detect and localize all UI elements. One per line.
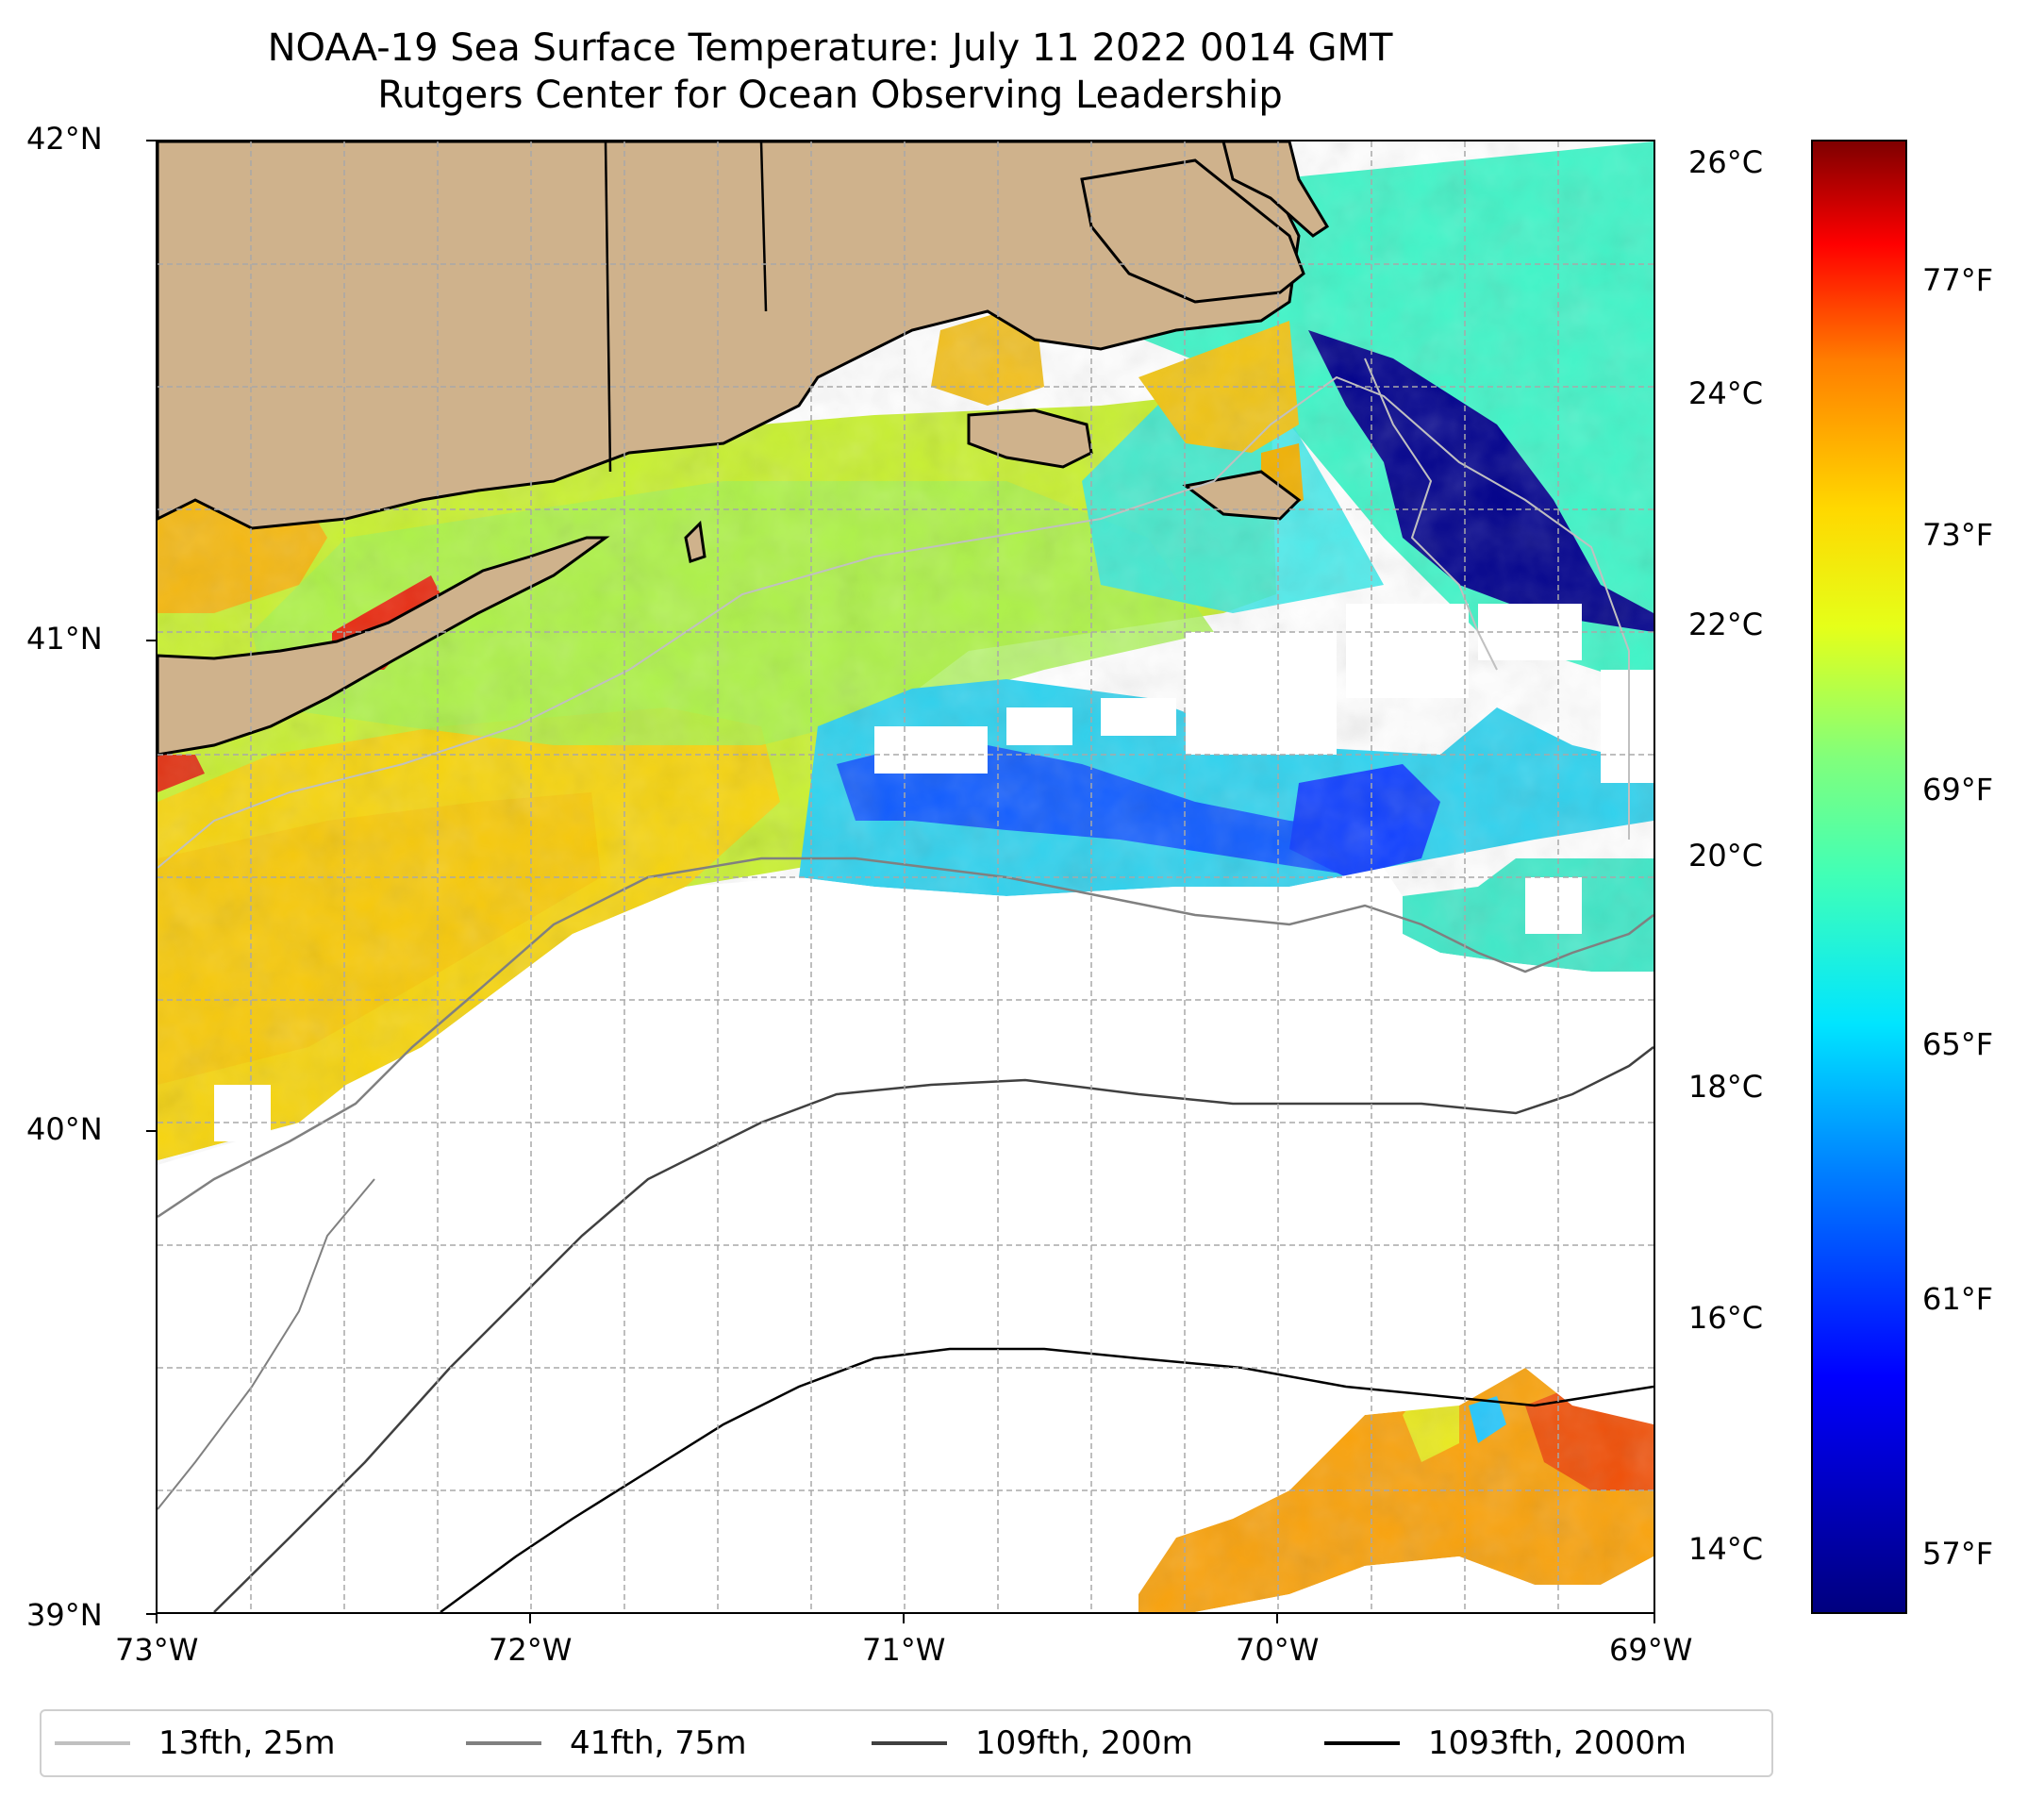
fahrenheit-tick: 73°F bbox=[1922, 517, 1994, 553]
legend-label: 109fth, 200m bbox=[975, 1724, 1193, 1762]
celsius-tick: 14°C bbox=[1688, 1531, 1764, 1567]
fahrenheit-tick: 77°F bbox=[1922, 262, 1994, 298]
isobath-2000m bbox=[440, 1347, 1653, 1612]
lon-tickmark bbox=[1653, 1614, 1655, 1623]
map-canvas bbox=[158, 141, 1653, 1612]
legend-item-200m: 109fth, 200m bbox=[872, 1711, 1193, 1775]
legend-label: 1093fth, 2000m bbox=[1428, 1724, 1687, 1762]
isobath-legend: 13fth, 25m 41fth, 75m 109fth, 200m 1093f… bbox=[40, 1709, 1773, 1777]
celsius-tick: 18°C bbox=[1688, 1069, 1764, 1105]
lat-tickmark bbox=[146, 1130, 156, 1132]
lon-tickmark bbox=[529, 1614, 531, 1623]
legend-swatch bbox=[466, 1741, 541, 1745]
lon-tick-71: 71°W bbox=[862, 1632, 946, 1668]
celsius-tick: 20°C bbox=[1688, 838, 1764, 874]
isobath-75m-west bbox=[158, 1178, 375, 1510]
lon-tick-72: 72°W bbox=[489, 1632, 573, 1668]
fahrenheit-tick: 65°F bbox=[1922, 1026, 1994, 1062]
isobath-75m bbox=[158, 857, 1653, 1219]
chart-title: NOAA-19 Sea Surface Temperature: July 11… bbox=[0, 25, 1660, 119]
lon-tickmark bbox=[903, 1614, 905, 1623]
lat-tickmark bbox=[146, 640, 156, 641]
fahrenheit-tick: 69°F bbox=[1922, 772, 1994, 807]
sst-map bbox=[156, 140, 1655, 1614]
legend-item-2000m: 1093fth, 2000m bbox=[1324, 1711, 1687, 1775]
legend-item-25m: 13fth, 25m bbox=[55, 1711, 336, 1775]
legend-label: 13fth, 25m bbox=[158, 1724, 336, 1762]
legend-swatch bbox=[55, 1741, 130, 1745]
legend-label: 41fth, 75m bbox=[570, 1724, 747, 1762]
lat-tick-41: 41°N bbox=[26, 621, 103, 657]
title-line-1: NOAA-19 Sea Surface Temperature: July 11… bbox=[267, 26, 1393, 70]
lat-tick-39: 39°N bbox=[26, 1597, 103, 1633]
title-line-2: Rutgers Center for Ocean Observing Leade… bbox=[377, 74, 1283, 117]
lon-tick-70: 70°W bbox=[1236, 1632, 1320, 1668]
lat-tickmark bbox=[146, 140, 156, 141]
celsius-tick: 26°C bbox=[1688, 144, 1764, 180]
lat-tick-40: 40°N bbox=[26, 1111, 103, 1147]
legend-swatch bbox=[1324, 1741, 1400, 1745]
legend-swatch bbox=[872, 1741, 947, 1745]
celsius-tick: 24°C bbox=[1688, 375, 1764, 411]
temperature-colorbar bbox=[1811, 140, 1907, 1614]
lon-tick-69: 69°W bbox=[1609, 1632, 1693, 1668]
celsius-tick: 22°C bbox=[1688, 607, 1764, 642]
lon-tickmark bbox=[156, 1614, 158, 1623]
celsius-tick: 16°C bbox=[1688, 1300, 1764, 1336]
legend-item-75m: 41fth, 75m bbox=[466, 1711, 747, 1775]
gridlines bbox=[158, 141, 1653, 1612]
lat-tick-42: 42°N bbox=[26, 121, 103, 157]
lat-tickmark bbox=[146, 1613, 156, 1615]
fahrenheit-tick: 57°F bbox=[1922, 1536, 1994, 1572]
fahrenheit-tick: 61°F bbox=[1922, 1281, 1994, 1317]
land bbox=[158, 141, 1330, 757]
lon-tickmark bbox=[1276, 1614, 1278, 1623]
lon-tick-73: 73°W bbox=[115, 1632, 199, 1668]
isobath-25m bbox=[158, 375, 1630, 869]
